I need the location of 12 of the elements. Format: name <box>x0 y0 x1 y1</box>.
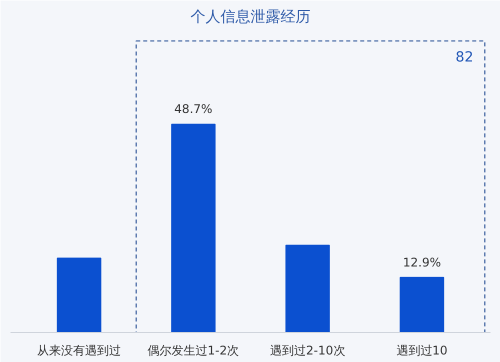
data-label: 48.7% <box>174 102 212 116</box>
x-tick-label: 从来没有遇到过 <box>37 344 122 358</box>
data-label: 12.9% <box>402 255 441 270</box>
text: 82 <box>456 50 474 66</box>
x-tick-label: 遇到过10 <box>396 344 448 358</box>
x-tick-label: 偶尔发生过1-2次 <box>148 344 240 358</box>
bar <box>56 258 102 332</box>
chart-title: 个人信息泄露经历 <box>190 8 310 26</box>
bar <box>400 276 444 332</box>
bar <box>285 244 330 332</box>
x-tick-label: 遇到过2-10次 <box>270 344 346 358</box>
bar <box>171 124 216 332</box>
